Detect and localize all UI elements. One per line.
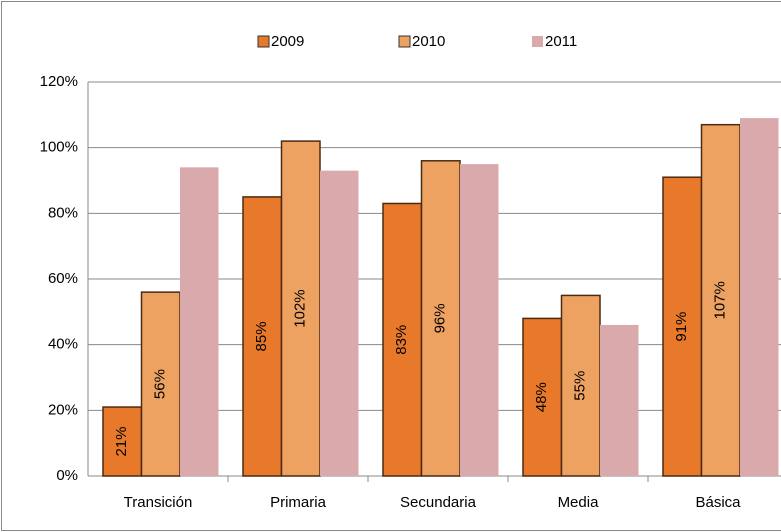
x-tick-label: Secundaria	[400, 494, 477, 511]
data-label: 55%	[572, 371, 589, 401]
x-tick-label: Primaria	[270, 494, 326, 511]
data-label: 83%	[393, 325, 410, 355]
bar	[460, 164, 499, 477]
bar	[700, 123, 741, 477]
data-label: 107%	[712, 281, 729, 319]
bar	[242, 196, 283, 477]
data-label: 91%	[673, 312, 690, 342]
bar	[280, 140, 321, 477]
bar	[600, 324, 639, 476]
y-tick-label: 60%	[48, 270, 78, 287]
y-tick-label: 40%	[48, 336, 78, 353]
bar	[662, 176, 703, 477]
x-tick-label: Media	[558, 494, 600, 511]
bar	[180, 167, 219, 476]
legend-swatch	[532, 36, 543, 47]
legend-label: 2009	[271, 33, 304, 50]
bar	[560, 294, 601, 477]
y-tick-label: 80%	[48, 204, 78, 221]
bar	[420, 160, 461, 477]
x-tick-label: Transición	[124, 494, 193, 511]
legend-swatch	[257, 35, 270, 48]
data-label: 56%	[152, 369, 169, 399]
bar	[382, 202, 423, 477]
data-label: 102%	[292, 289, 309, 327]
legend-label: 2010	[412, 33, 445, 50]
bar	[740, 118, 779, 476]
y-tick-label: 0%	[56, 467, 78, 484]
data-label: 85%	[253, 321, 270, 351]
y-tick-label: 120%	[40, 73, 78, 90]
data-label: 96%	[432, 303, 449, 333]
bar	[320, 170, 359, 476]
data-label: 21%	[113, 427, 130, 457]
x-tick-label: Básica	[695, 494, 741, 511]
y-tick-label: 20%	[48, 401, 78, 418]
y-tick-label: 100%	[40, 139, 78, 156]
legend-swatch	[398, 35, 411, 48]
bar	[522, 317, 563, 477]
legend-label: 2011	[545, 33, 577, 50]
data-label: 48%	[533, 382, 550, 412]
